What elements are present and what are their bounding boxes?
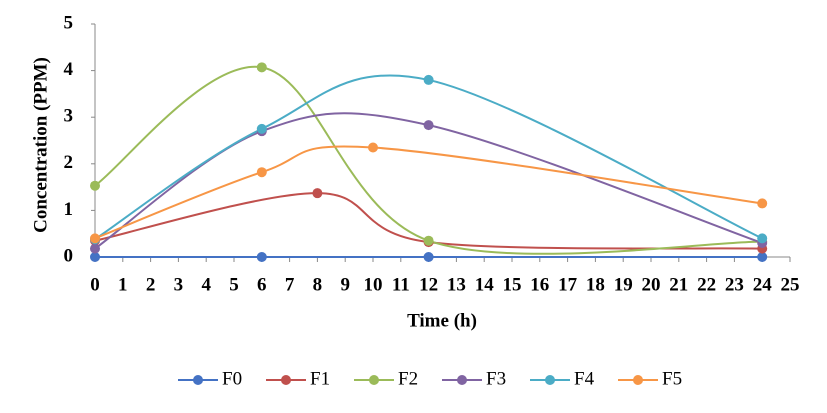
legend-marker	[457, 375, 467, 385]
legend-label: F2	[398, 368, 418, 389]
y-tick-label: 1	[64, 199, 74, 220]
series-line	[94, 65, 763, 255]
data-point	[312, 188, 323, 199]
x-tick-label: 13	[447, 274, 466, 295]
data-point	[90, 180, 100, 191]
series-line	[94, 192, 763, 250]
x-tick-label: 19	[614, 274, 633, 295]
data-point	[423, 120, 434, 131]
data-point	[423, 235, 434, 246]
x-tick-label: 24	[753, 274, 773, 295]
x-tick-label: 2	[146, 274, 156, 295]
y-tick-label: 4	[64, 59, 74, 80]
legend-marker	[281, 375, 291, 385]
x-tick-label: 12	[419, 274, 438, 295]
x-tick-label: 3	[174, 274, 184, 295]
data-point	[90, 233, 100, 244]
series-line	[94, 112, 763, 250]
data-point	[90, 252, 100, 262]
y-tick-label: 2	[64, 152, 74, 173]
x-tick-label: 11	[392, 274, 410, 295]
data-point	[256, 62, 267, 73]
data-point	[90, 243, 100, 254]
x-tick-label: 23	[725, 274, 744, 295]
legend-marker	[369, 375, 379, 385]
data-point	[757, 198, 768, 209]
legend-marker	[545, 375, 555, 385]
series-line	[94, 145, 763, 240]
data-point	[256, 167, 267, 178]
y-tick-label: 5	[64, 12, 74, 33]
data-point	[423, 74, 434, 85]
x-tick-label: 15	[503, 274, 522, 295]
x-tick-label: 22	[697, 274, 716, 295]
x-tick-label: 5	[229, 274, 239, 295]
data-point	[256, 252, 267, 262]
data-point	[423, 252, 434, 262]
x-tick-label: 1	[118, 274, 128, 295]
x-tick-label: 21	[669, 274, 688, 295]
y-axis-title: Concentration (PPM)	[30, 57, 51, 233]
series-line	[94, 74, 763, 241]
x-tick-label: 7	[285, 274, 295, 295]
x-axis-title: Time (h)	[407, 310, 477, 331]
x-tick-label: 25	[781, 274, 800, 295]
x-tick-label: 10	[364, 274, 383, 295]
x-tick-label: 14	[475, 274, 495, 295]
legend-marker	[193, 375, 203, 385]
x-tick-label: 20	[642, 274, 661, 295]
legend-label: F4	[574, 368, 595, 389]
x-tick-label: 8	[313, 274, 323, 295]
legend-marker	[633, 375, 643, 385]
x-tick-label: 16	[530, 274, 549, 295]
data-point	[757, 252, 768, 262]
legend-label: F0	[222, 368, 242, 389]
y-tick-label: 0	[64, 245, 74, 266]
data-point	[368, 142, 378, 153]
x-tick-label: 4	[201, 274, 211, 295]
x-tick-label: 18	[586, 274, 605, 295]
x-tick-label: 9	[340, 274, 350, 295]
legend-label: F3	[486, 368, 506, 389]
x-tick-label: 0	[90, 274, 100, 295]
legend-label: F1	[310, 368, 330, 389]
y-tick-label: 3	[64, 106, 74, 127]
x-tick-label: 6	[257, 274, 267, 295]
data-point	[256, 123, 267, 134]
legend-label: F5	[662, 368, 682, 389]
data-point	[757, 233, 768, 244]
x-tick-label: 17	[558, 274, 578, 295]
